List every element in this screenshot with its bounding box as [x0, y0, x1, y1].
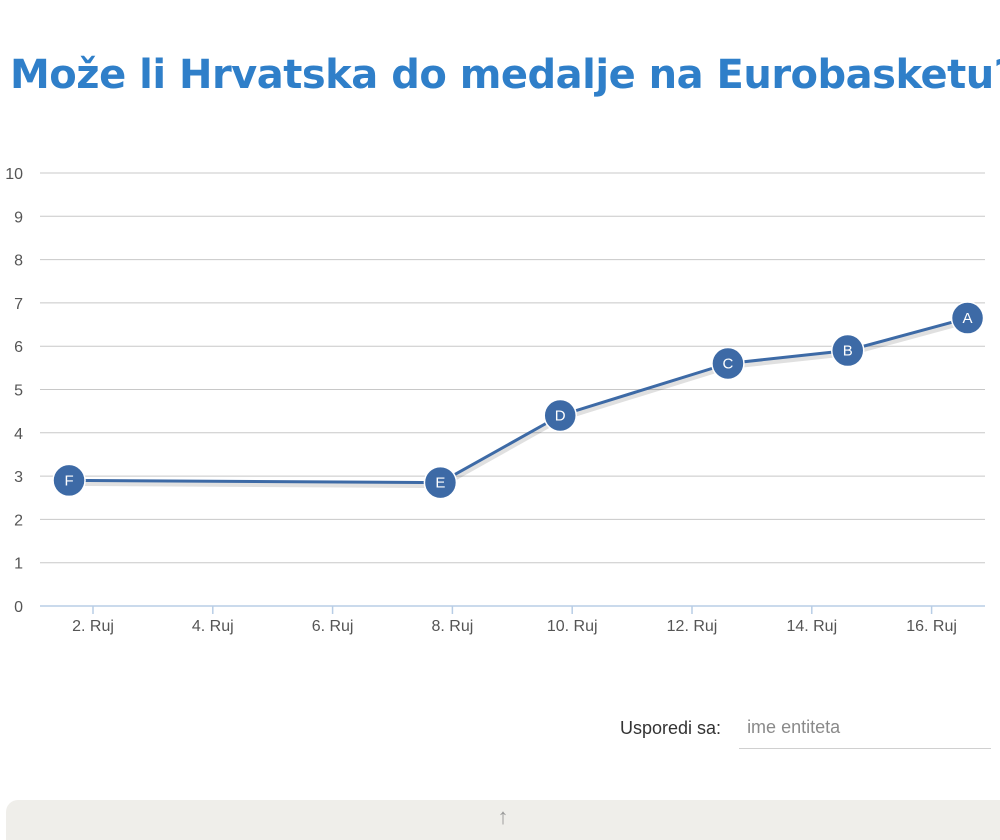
y-tick-label: 8: [14, 253, 23, 270]
grid-lines: [40, 172, 985, 564]
y-tick-label: 0: [14, 599, 23, 616]
x-tick-label: 12. Ruj: [667, 618, 718, 635]
data-point-label: E: [435, 475, 445, 492]
page-title: Može li Hrvatska do medalje na Eurobaske…: [10, 52, 1000, 98]
arrow-up-icon[interactable]: ↑: [497, 804, 509, 829]
y-tick-label: 3: [14, 469, 23, 486]
compare-control: Usporedi sa:: [620, 706, 1000, 750]
data-point[interactable]: [543, 398, 577, 433]
data-point[interactable]: [830, 333, 865, 368]
data-point[interactable]: [711, 346, 745, 381]
x-tick-label: 10. Ruj: [547, 618, 598, 635]
y-tick-label: 4: [14, 426, 23, 443]
y-tick-label: 6: [14, 339, 23, 356]
y-tick-label: 9: [14, 209, 23, 226]
x-axis-ticks: 2. Ruj 4. Ruj 6. Ruj 8. Ruj 10. Ruj 12. Ruj 14…: [72, 606, 957, 635]
x-tick-label: 6. Ruj: [312, 618, 354, 635]
series-line: [68, 316, 968, 485]
line-chart: 0 1 2 3 4 5 6 7 8 9 10 2. Ruj 4. Ruj 6. Ruj 8. Ruj 10.…: [5, 166, 985, 635]
series-lines: [68, 316, 970, 489]
data-point[interactable]: [423, 465, 458, 500]
data-point[interactable]: [52, 463, 86, 498]
y-tick-label: 5: [14, 383, 23, 400]
y-tick-label: 2: [14, 512, 23, 529]
data-point-label: F: [64, 472, 73, 489]
x-tick-label: 14. Ruj: [786, 618, 837, 635]
series-line-shadow: [69, 318, 970, 489]
y-tick-label: 10: [5, 166, 23, 183]
data-point[interactable]: [950, 301, 985, 335]
data-point-label: D: [555, 407, 566, 424]
compare-label: Usporedi sa:: [620, 717, 722, 738]
y-tick-label: 1: [14, 556, 23, 573]
data-point-label: A: [963, 310, 973, 327]
y-axis-ticks: 0 1 2 3 4 5 6 7 8 9 10: [5, 166, 23, 616]
x-tick-label: 16. Ruj: [906, 618, 957, 635]
data-point-label: C: [723, 356, 734, 373]
data-markers: F E D C B A: [52, 301, 985, 500]
x-tick-label: 2. Ruj: [72, 618, 114, 635]
x-tick-label: 4. Ruj: [192, 618, 234, 635]
x-tick-label: 8. Ruj: [432, 618, 474, 635]
compare-entity-input[interactable]: [739, 707, 992, 749]
scroll-to-top-bar[interactable]: ↑: [6, 800, 1000, 840]
data-point-label: B: [843, 343, 853, 360]
y-tick-label: 7: [14, 296, 23, 313]
